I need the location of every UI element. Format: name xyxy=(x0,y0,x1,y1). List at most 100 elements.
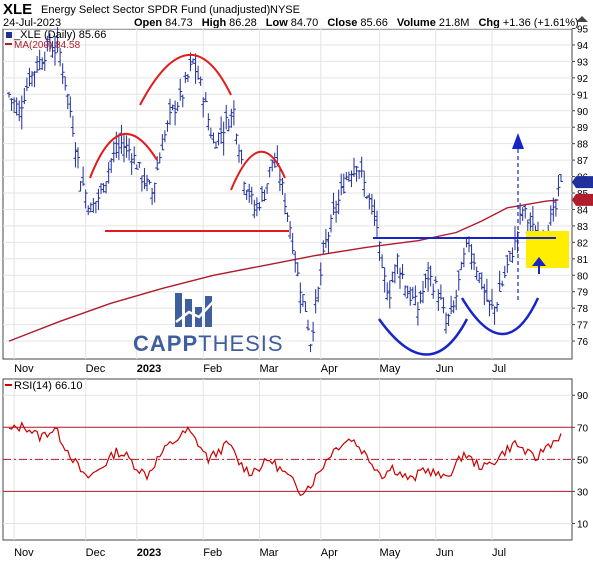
ohlc-bar xyxy=(421,280,425,304)
ohlc-bar xyxy=(145,174,149,192)
ohlc-bar xyxy=(214,141,218,149)
ohlc-bar xyxy=(99,183,103,195)
ohlc-bar xyxy=(91,197,96,213)
ohlc-bar xyxy=(122,133,126,163)
ohlc-bar xyxy=(461,247,466,268)
ohlc-bar xyxy=(219,116,224,144)
ohlc-bar xyxy=(318,262,323,286)
price-legend-label: _XLE (Daily) 85.66 xyxy=(13,29,106,41)
ohlc-bar xyxy=(193,53,198,84)
x-tick-label: Nov xyxy=(14,363,34,375)
ohlc-bar xyxy=(344,172,349,181)
logo-text: CAPPTHESIS xyxy=(133,331,284,356)
x-tick-label: 2023 xyxy=(137,363,161,375)
ohlc-bar xyxy=(50,41,55,58)
ohlc-bar xyxy=(551,197,556,222)
price-tick-label: 77 xyxy=(577,321,589,332)
ohlc-bar xyxy=(400,264,405,279)
ohlc-bar xyxy=(73,142,78,168)
x-tick-label-bottom: Mar xyxy=(259,547,278,559)
ohlc-bar xyxy=(298,282,303,314)
ohlc-bar xyxy=(196,65,201,80)
x-tick-label-bottom: Jun xyxy=(436,547,454,559)
ohlc-bar xyxy=(134,164,139,170)
ohlc-bar xyxy=(367,193,372,210)
ohlc-bar xyxy=(346,171,351,182)
open-label: Open xyxy=(134,17,162,29)
ohlc-bar xyxy=(359,156,364,178)
ohlc-bar xyxy=(413,285,418,306)
rsi-tick-label: 70 xyxy=(577,423,589,434)
ohlc-readout: Open 84.73 High 86.28 Low 84.70 Close 85.66 … xyxy=(134,17,579,29)
ohlc-bar xyxy=(216,132,221,146)
price-grid xyxy=(3,28,572,359)
ohlc-bar xyxy=(497,270,502,292)
ohlc-bar xyxy=(106,162,111,184)
ohlc-bar xyxy=(267,166,272,178)
ohlc-bar xyxy=(308,343,313,353)
ohlc-bar xyxy=(502,265,507,279)
ma-layer xyxy=(8,199,559,342)
x-tick-label-bottom: Dec xyxy=(86,547,106,559)
ohlc-bar xyxy=(405,285,410,299)
ohlc-bar xyxy=(221,121,226,156)
ohlc-bar xyxy=(30,70,34,87)
ohlc-bar xyxy=(510,247,515,263)
ohlc-bar xyxy=(449,295,454,315)
ohlc-bar xyxy=(239,149,244,165)
ohlc-bar xyxy=(229,108,234,128)
ohlc-bar xyxy=(293,251,298,273)
ohlc-bar xyxy=(306,319,310,331)
ohlc-bar xyxy=(211,132,216,144)
ohlc-bar xyxy=(341,173,346,194)
ohlc-bar xyxy=(375,210,379,237)
ohlc-bar xyxy=(35,56,40,73)
ohlc-bar xyxy=(380,254,385,269)
x-tick-label-bottom: Jul xyxy=(492,547,506,559)
logo-chart-icon xyxy=(175,293,215,327)
ohlc-bar xyxy=(433,276,438,284)
x-tick-label: Apr xyxy=(321,363,338,375)
ohlc-bar xyxy=(226,118,231,132)
low-label: Low xyxy=(266,17,288,29)
ohlc-bar xyxy=(137,162,142,168)
ohlc-bar xyxy=(323,228,328,249)
rsi-y-axis: 10 30 50 70 90 xyxy=(572,391,589,530)
price-legend-swatch xyxy=(6,32,12,38)
rsi-tick-label: 30 xyxy=(577,487,589,498)
ohlc-bar xyxy=(364,196,369,200)
ohlc-bar xyxy=(507,250,512,262)
ohlc-bar xyxy=(12,97,17,114)
price-tags xyxy=(572,176,593,206)
ohlc-bar xyxy=(9,98,14,111)
ohlc-bar xyxy=(270,159,275,172)
price-tick-label: 84 xyxy=(577,205,589,216)
right-cup-arc xyxy=(460,297,540,336)
ohlc-bar xyxy=(185,73,190,83)
ohlc-bar xyxy=(47,33,52,52)
ohlc-bar xyxy=(206,113,211,131)
rsi-series xyxy=(8,421,562,497)
ohlc-bar xyxy=(382,267,387,293)
ohlc-bar xyxy=(45,35,50,52)
ohlc-bar xyxy=(104,181,109,194)
header-arrow-icon xyxy=(576,16,588,22)
ohlc-bar xyxy=(22,87,27,105)
ohlc-bar xyxy=(553,198,558,217)
ohlc-bar xyxy=(17,100,22,122)
ohlc-bar xyxy=(426,262,431,292)
x-tick-label: Feb xyxy=(203,363,222,375)
ohlc-bar xyxy=(403,285,408,297)
ohlc-bar xyxy=(377,241,382,261)
ohlc-bar xyxy=(431,283,436,299)
price-tick-label: 76 xyxy=(577,337,589,348)
ohlc-bar xyxy=(252,199,257,219)
ohlc-bar xyxy=(395,253,400,274)
x-tick-label-bottom: Nov xyxy=(14,547,34,559)
price-tick-label: 92 xyxy=(577,74,589,85)
ohlc-bar xyxy=(362,170,367,197)
rsi-tick-label: 90 xyxy=(577,391,589,402)
ohlc-bar xyxy=(55,27,60,53)
exchange-label: NYSE xyxy=(270,4,300,16)
price-tick-label: 95 xyxy=(577,25,589,36)
